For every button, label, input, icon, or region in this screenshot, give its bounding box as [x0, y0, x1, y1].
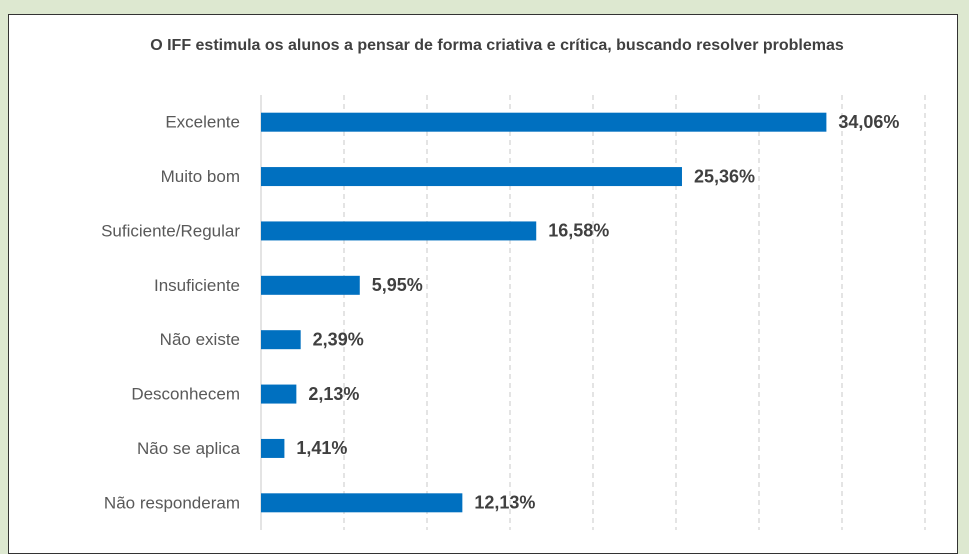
y-tick-label: Não responderam — [104, 493, 240, 512]
data-label: 5,95% — [372, 275, 423, 295]
data-label: 12,13% — [474, 493, 535, 513]
bar — [261, 330, 301, 350]
y-tick-label: Desconhecem — [131, 385, 240, 404]
bar — [261, 438, 285, 458]
y-tick-label: Insuficiente — [154, 276, 240, 295]
data-label: 2,13% — [308, 384, 359, 404]
bar — [261, 167, 682, 187]
bar — [261, 384, 297, 404]
data-label: 25,36% — [694, 166, 755, 186]
bar — [261, 275, 360, 295]
chart-panel — [8, 14, 958, 554]
y-tick-label: Excelente — [165, 113, 240, 132]
data-label: 34,06% — [838, 112, 899, 132]
data-label: 16,58% — [548, 221, 609, 241]
bar — [261, 221, 537, 241]
y-tick-label: Suficiente/Regular — [101, 221, 240, 240]
bar — [261, 112, 827, 132]
chart-title: O IFF estimula os alunos a pensar de for… — [150, 37, 844, 54]
data-label: 1,41% — [296, 438, 347, 458]
bar — [261, 493, 463, 513]
data-label: 2,39% — [313, 329, 364, 349]
y-tick-label: Não se aplica — [137, 439, 241, 458]
y-tick-label: Não existe — [160, 330, 240, 349]
y-tick-label: Muito bom — [161, 167, 240, 186]
